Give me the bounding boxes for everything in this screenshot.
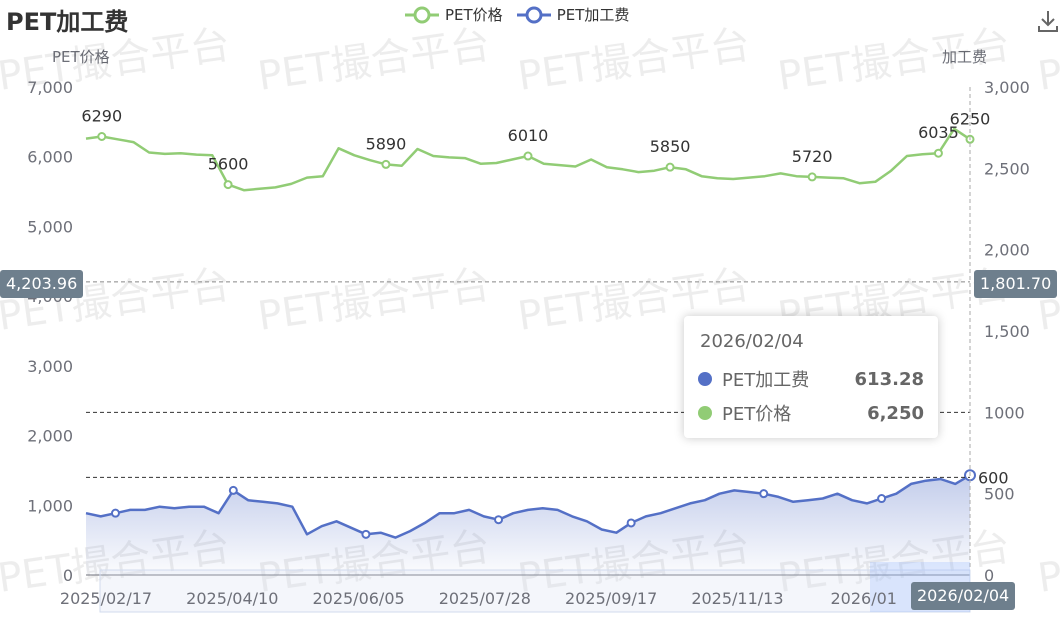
y-right-tick-label: 2,500 [984,159,1030,178]
price-data-label: 5890 [366,134,407,153]
watermark-text: PET撮合平台 [255,22,493,100]
fee-point [494,515,504,525]
legend: PET价格 PET加工费 [405,4,629,25]
y-left-tick-label: 5,000 [27,217,73,236]
watermark-text: PET撮合平台 [1035,22,1062,100]
legend-label-pet-price: PET价格 [445,6,503,24]
price-data-label: 5850 [650,137,691,156]
price-point [381,159,391,169]
x-tick-label: 2025/11/13 [691,589,783,608]
price-data-label: 6290 [81,106,122,125]
watermark-text: PET撮合平台 [775,22,1013,100]
y-left-tick-label: 2,000 [27,427,73,446]
y-right-tick-label: 2,000 [984,241,1030,260]
axis-pointer-right-badge: 1,801.70 [974,270,1058,298]
fee-point [626,518,636,528]
mark-line-label: 600 [978,468,1009,487]
tooltip-row-fee: PET加工费 613.28 [698,366,924,392]
price-point [97,131,107,141]
x-tick-label: 2025/09/17 [565,589,657,608]
x-tick-label: 2025/06/05 [312,589,404,608]
y-axis-left-label: PET价格 [52,48,110,66]
y-left-tick-label: 3,000 [27,357,73,376]
price-point [933,148,943,158]
price-data-label: 5720 [792,147,833,166]
fee-point [110,508,120,518]
y-right-tick-label: 500 [984,485,1015,504]
legend-line-marker-green [405,6,439,23]
tooltip-date: 2026/02/04 [700,331,804,352]
y-right-tick-label: 0 [984,566,994,585]
price-point [223,180,233,190]
tooltip-name: PET价格 [722,404,792,425]
tooltip-dot-blue [698,372,712,386]
price-point [807,172,817,182]
y-left-tick-label: 6,000 [27,148,73,167]
y-left-tick-label: 1,000 [27,496,73,515]
price-point [523,151,533,161]
y-axis-right-label: 加工费 [942,48,988,66]
axis-pointer-left-badge: 4,203.96 [0,270,84,298]
y-right-tick-label: 3,000 [984,78,1030,97]
fee-point [759,489,769,499]
y-right-tick-label: 1,500 [984,322,1030,341]
data-zoom-track [99,569,971,613]
watermark-text: PET撮合平台 [255,262,493,340]
tooltip-value: 6,250 [867,402,924,424]
legend-label-pet-fee: PET加工费 [556,6,630,24]
price-data-label: 6035 [918,123,959,142]
x-tick-label: 2025/04/10 [186,589,278,608]
tooltip: 2026/02/04 PET加工费 613.28 PET价格 6,250 [684,316,938,438]
watermark-text: PET撮合平台 [515,22,753,100]
fee-point [361,529,371,539]
y-left-tick-label: 7,000 [27,78,73,97]
tooltip-value: 613.28 [854,368,924,390]
tooltip-dot-green [698,406,712,420]
legend-item-pet-price[interactable]: PET价格 [405,4,503,25]
download-icon[interactable] [1036,8,1060,34]
fee-area [86,475,970,575]
legend-item-pet-fee[interactable]: PET加工费 [516,4,630,25]
fee-point [228,485,238,495]
tooltip-row-price: PET价格 6,250 [698,400,924,426]
tooltip-name: PET加工费 [722,370,810,391]
y-left-tick-label: 0 [63,566,73,585]
x-tick-label: 2025/02/17 [60,589,152,608]
x-tick-label: 2026/01 [830,589,896,608]
watermark-text: PET撮合平台 [1035,524,1062,602]
price-data-label: 6010 [508,126,549,145]
price-data-label: 5600 [208,155,249,174]
chart-title: PET加工费 [6,8,129,36]
legend-line-marker-blue [516,6,551,23]
price-point [665,162,675,172]
y-right-tick-label: 1000 [984,403,1025,422]
axis-pointer-date-badge: 2026/02/04 [911,582,1016,610]
x-tick-label: 2025/07/28 [439,589,531,608]
fee-point [877,494,887,504]
